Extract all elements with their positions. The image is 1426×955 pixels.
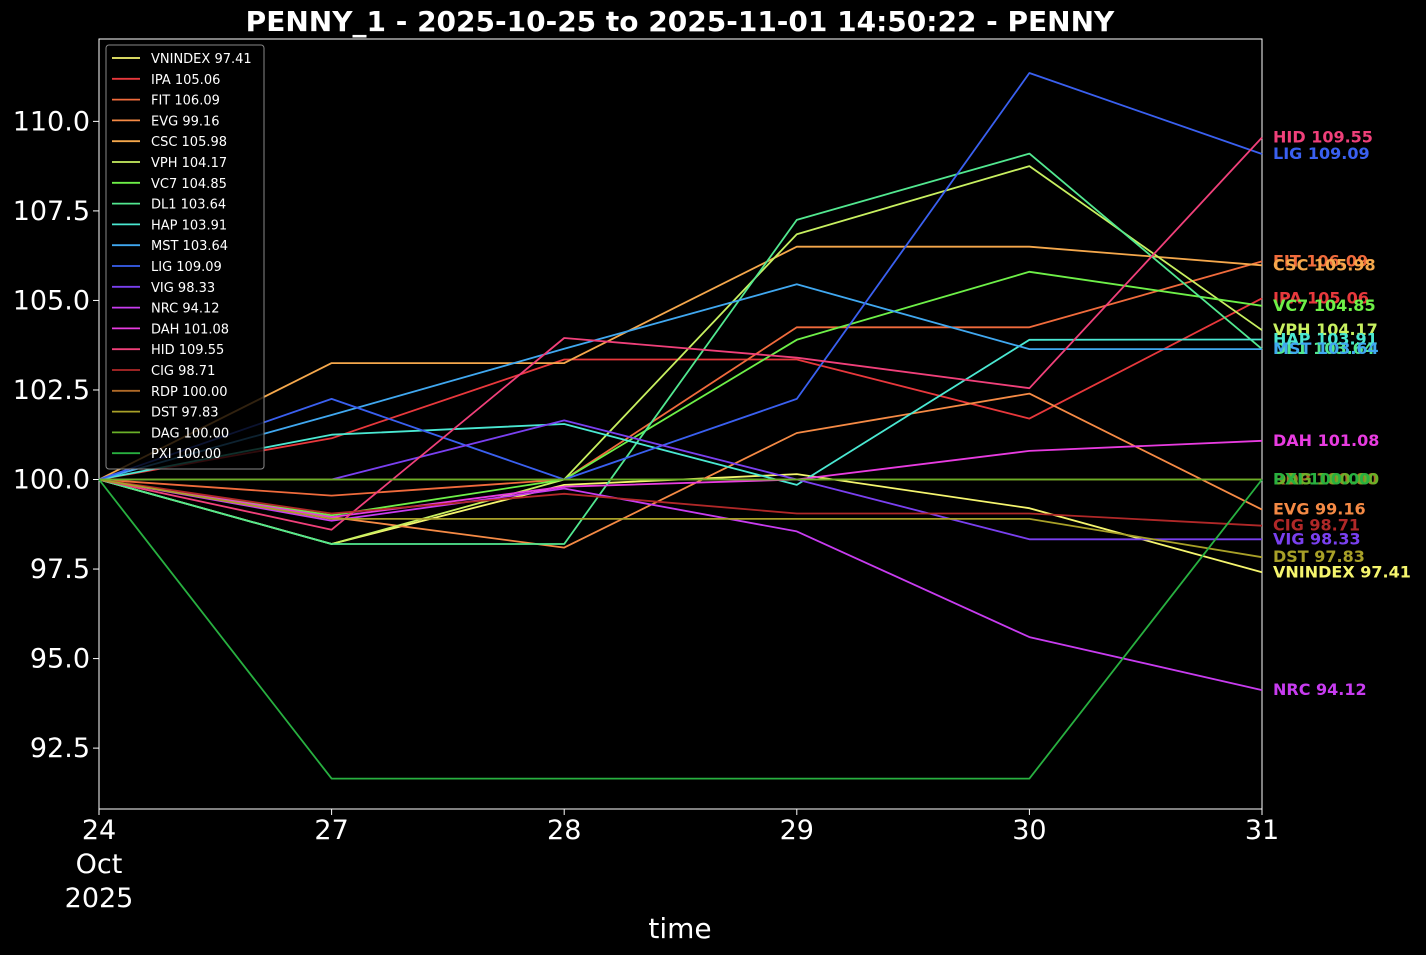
end-label-fit: FIT 106.09 — [1273, 251, 1368, 270]
legend-item-vph: VPH 104.17 — [151, 156, 227, 171]
x-tick-label: 24 — [82, 815, 116, 846]
end-label-rdp: RDP 100.00 — [1273, 470, 1378, 489]
end-label-nrc: NRC 94.12 — [1273, 680, 1367, 699]
series-line-csc — [98, 245, 1263, 481]
x-tick-label: 30 — [1012, 815, 1046, 846]
legend-item-evg: EVG 99.16 — [151, 114, 220, 129]
legend-item-vnindex: VNINDEX 97.41 — [151, 52, 252, 67]
x-tick-label: 29 — [780, 815, 814, 846]
end-label-dst: DST 97.83 — [1273, 547, 1365, 566]
legend-item-dag: DAG 100.00 — [151, 426, 229, 441]
legend-item-ipa: IPA 105.06 — [151, 73, 220, 88]
x-tick-label: 31 — [1245, 815, 1279, 846]
series-line-dst — [98, 478, 1263, 559]
legend-item-rdp: RDP 100.00 — [151, 385, 228, 400]
legend-item-dst: DST 97.83 — [151, 406, 219, 421]
end-label-vc7: VC7 104.85 — [1273, 296, 1376, 315]
end-label-dag: DAG 100.00 — [1273, 470, 1379, 489]
end-label-lig: LIG 109.09 — [1273, 144, 1370, 163]
series-line-pxi — [98, 478, 1263, 780]
legend-box — [105, 44, 265, 470]
chart-title: PENNY_1 - 2025-10-25 to 2025-11-01 14:50… — [246, 5, 1115, 38]
x-tick-label: 2025 — [65, 883, 134, 914]
legend-item-vc7: VC7 104.85 — [151, 177, 227, 192]
x-tick-label: 27 — [314, 815, 348, 846]
end-label-pxi: PXI 100.00 — [1273, 470, 1370, 489]
series-line-hid — [98, 136, 1263, 531]
end-label-vig: VIG 98.33 — [1273, 529, 1361, 548]
end-label-ipa: IPA 105.06 — [1273, 288, 1369, 307]
legend-item-fit: FIT 106.09 — [151, 94, 220, 109]
end-label-dl1: DL1 103.64 — [1273, 339, 1375, 358]
y-tick-label: 95.0 — [30, 644, 90, 675]
y-tick-label: 92.5 — [30, 733, 90, 764]
end-label-mst: MST 103.64 — [1273, 339, 1379, 358]
y-tick-label: 100.0 — [13, 465, 90, 496]
legend-item-csc: CSC 105.98 — [151, 135, 227, 150]
x-axis-label: time — [648, 912, 711, 945]
plot-frame — [98, 38, 1263, 810]
end-label-cig: CIG 98.71 — [1273, 516, 1360, 535]
legend-item-dl1: DL1 103.64 — [151, 198, 226, 213]
series-line-vc7 — [98, 270, 1263, 517]
y-tick-label: 110.0 — [13, 106, 90, 137]
end-label-evg: EVG 99.16 — [1273, 500, 1366, 519]
series-line-dah — [98, 439, 1263, 518]
end-label-vph: VPH 104.17 — [1273, 320, 1378, 339]
legend: VNINDEX 97.41 IPA 105.06 FIT 106.09 EVG 99.… — [105, 44, 265, 470]
end-label-hap: HAP 103.91 — [1273, 329, 1378, 348]
end-label-csc: CSC 105.98 — [1273, 255, 1376, 274]
legend-item-vig: VIG 98.33 — [151, 281, 215, 296]
legend-item-lig: LIG 109.09 — [151, 260, 222, 275]
legend-item-dah: DAH 101.08 — [151, 322, 229, 337]
series-line-fit — [98, 260, 1263, 497]
legend-item-nrc: NRC 94.12 — [151, 302, 220, 317]
series-line-ipa — [98, 297, 1263, 481]
end-labels: VNINDEX 97.41 IPA 105.06 FIT 106.09 EVG 99.… — [1273, 127, 1411, 699]
series-line-cig — [98, 478, 1263, 527]
y-axis-ticks: 92.5 95.0 97.5 100.0 102.5 105.0 107.5 110.0 — [13, 106, 99, 764]
legend-item-cig: CIG 98.71 — [151, 364, 215, 379]
y-tick-label: 97.5 — [30, 554, 90, 585]
end-label-vnindex: VNINDEX 97.41 — [1273, 562, 1411, 581]
series-line-lig — [98, 72, 1263, 481]
end-label-hid: HID 109.55 — [1273, 127, 1373, 146]
legend-item-mst: MST 103.64 — [151, 239, 228, 254]
plot-area-border — [98, 38, 1263, 810]
series-line-nrc — [98, 478, 1263, 691]
legend-item-pxi: PXI 100.00 — [151, 447, 221, 462]
x-tick-label: Oct — [76, 849, 123, 880]
y-tick-label: 102.5 — [13, 375, 90, 406]
series-line-hap — [98, 338, 1263, 486]
legend-item-hap: HAP 103.91 — [151, 218, 227, 233]
legend-item-hid: HID 109.55 — [151, 343, 224, 358]
y-tick-label: 105.0 — [13, 285, 90, 316]
end-label-dah: DAH 101.08 — [1273, 431, 1379, 450]
series-lines — [98, 72, 1263, 780]
series-line-mst — [98, 283, 1262, 481]
y-tick-label: 107.5 — [13, 196, 90, 227]
x-tick-label: 28 — [547, 815, 581, 846]
series-line-dl1 — [98, 152, 1263, 545]
